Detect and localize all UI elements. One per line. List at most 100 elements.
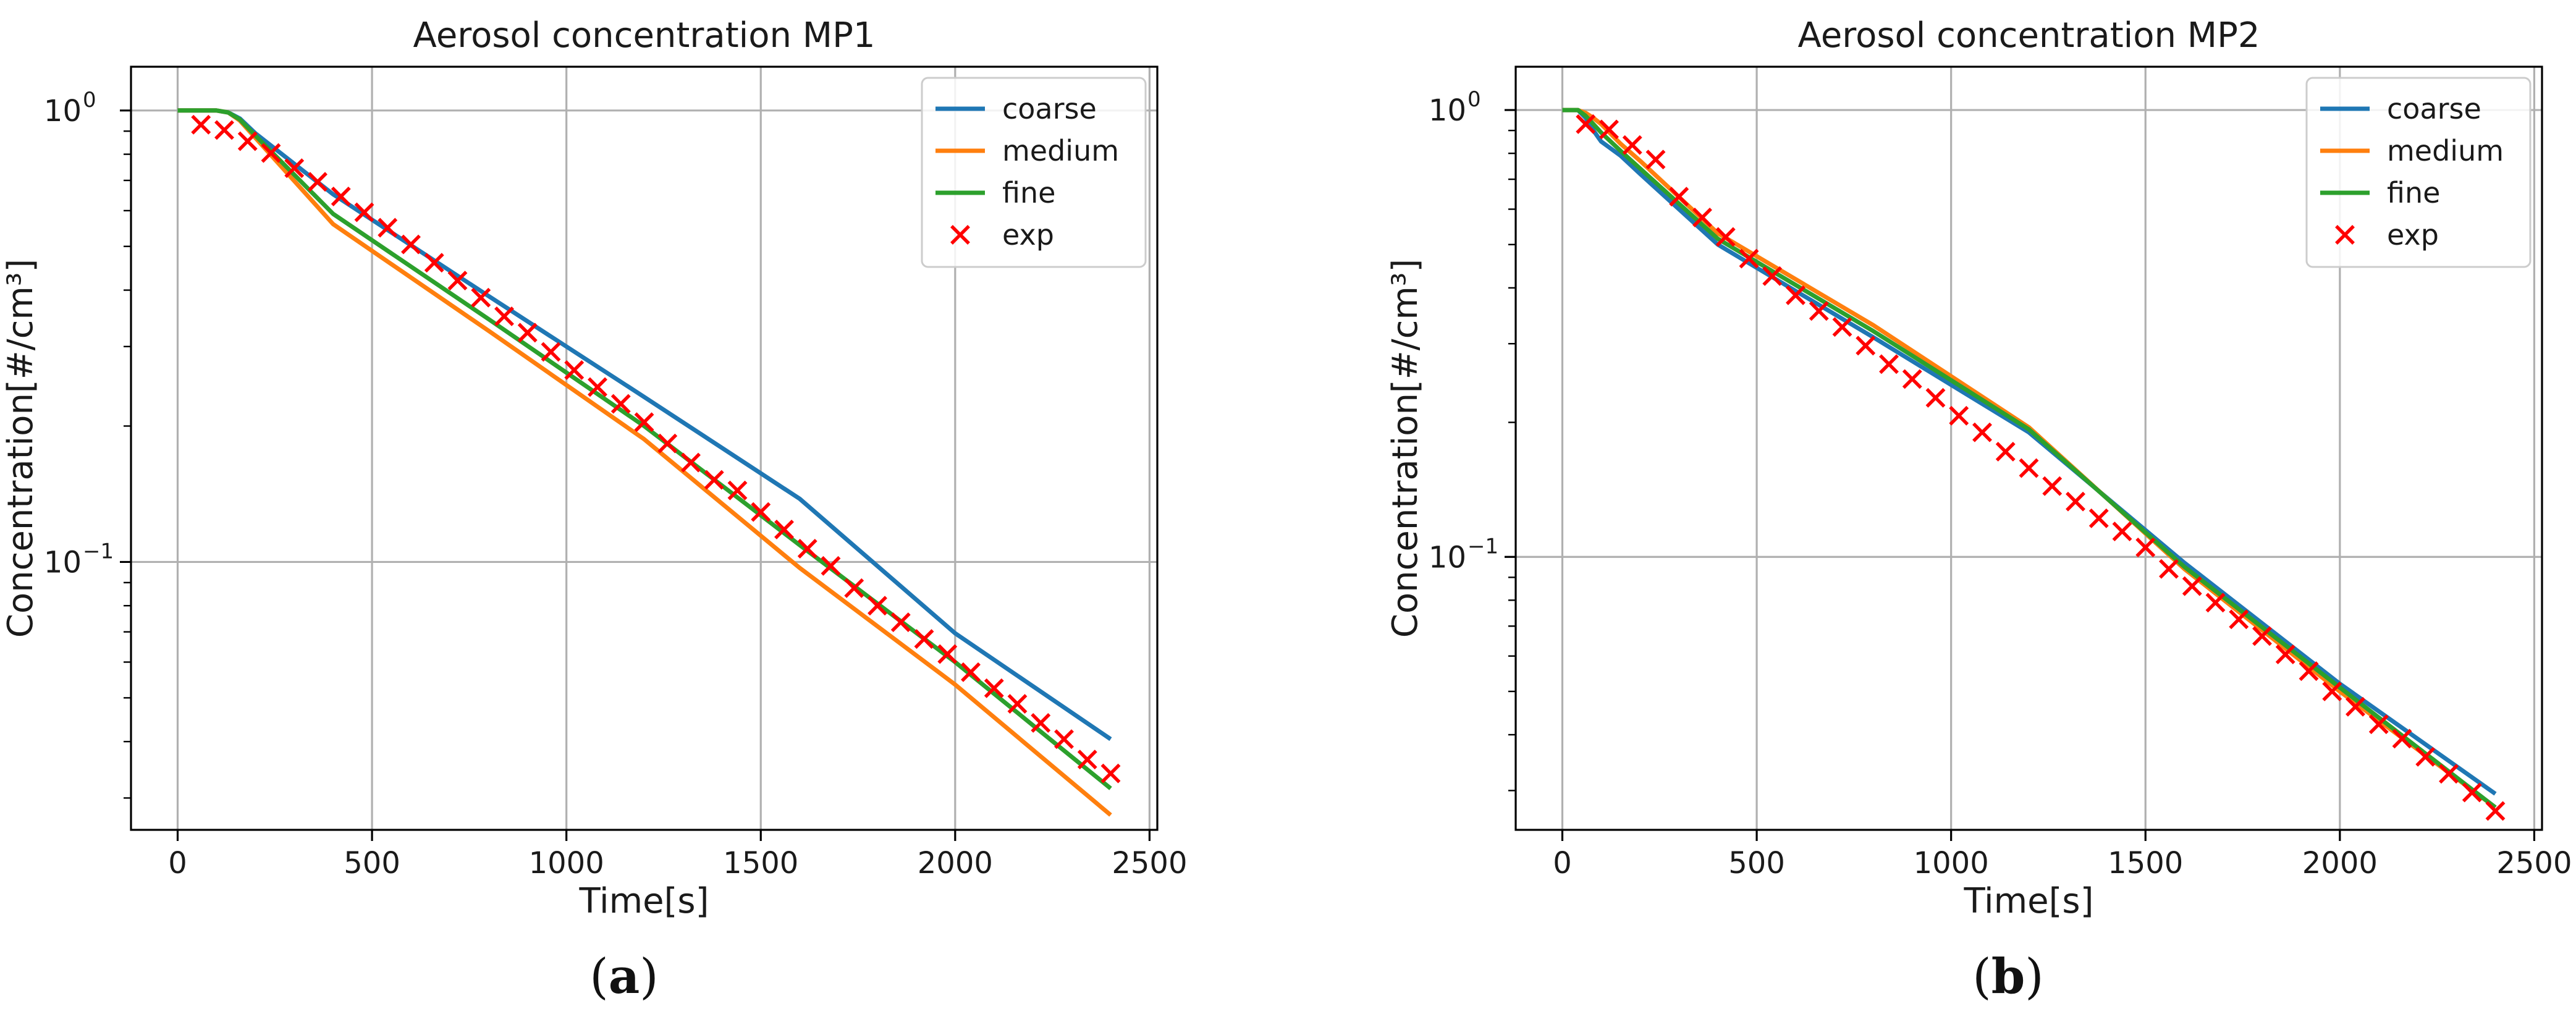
legend: coarse medium fine exp	[2305, 77, 2532, 268]
y-axis-label: Concentration[#/cm³]	[1385, 259, 1425, 638]
legend-label-fine: fine	[2387, 176, 2440, 209]
data-point-exp	[237, 131, 258, 151]
data-point-exp	[937, 644, 958, 664]
data-point-exp	[331, 186, 351, 206]
legend-frame	[921, 77, 1147, 268]
data-point-exp	[2392, 729, 2412, 749]
legend-label-coarse: coarse	[1002, 92, 1097, 125]
data-point-exp	[751, 502, 771, 522]
x-axis-label: Time[s]	[579, 881, 709, 921]
data-point-exp	[2299, 661, 2319, 682]
data-point-exp	[774, 519, 794, 539]
y-tick-label: 10	[44, 94, 82, 129]
x-tick-label: 2000	[2302, 846, 2378, 881]
data-point-exp	[2182, 576, 2202, 596]
legend: coarse medium fine exp	[921, 77, 1147, 268]
plot-area	[177, 108, 1121, 817]
data-point-exp	[890, 612, 911, 633]
data-point-exp	[704, 470, 724, 490]
data-point-exp	[681, 452, 701, 473]
data-point-exp	[214, 120, 234, 140]
data-point-exp	[2042, 476, 2063, 496]
data-point-exp	[517, 323, 538, 343]
data-point-exp	[1879, 354, 1899, 374]
data-point-exp	[494, 306, 514, 326]
data-point-exp	[2275, 644, 2295, 665]
data-point-exp	[1576, 114, 1596, 134]
data-point-exp	[1925, 387, 1946, 408]
data-point-exp	[2135, 537, 2156, 557]
data-point-exp	[2322, 682, 2342, 701]
legend-label-coarse: coarse	[2387, 92, 2481, 125]
data-point-exp	[1669, 187, 1689, 207]
data-point-exp	[2066, 491, 2085, 512]
legend-swatch-exp	[950, 225, 970, 245]
data-point-exp	[984, 678, 1004, 698]
data-point-exp	[1762, 266, 1783, 286]
data-point-exp	[564, 360, 585, 380]
legend-label-medium: medium	[1002, 134, 1119, 167]
legend-label-exp: exp	[1002, 218, 1054, 251]
data-point-exp	[2205, 593, 2226, 613]
data-point-exp	[797, 539, 817, 559]
data-point-exp	[1622, 135, 1642, 155]
data-point-exp	[541, 342, 561, 362]
data-point-exp	[284, 158, 305, 179]
y-tick-label: 10	[1429, 93, 1466, 128]
data-point-exp	[961, 662, 981, 682]
data-point-exp	[2229, 609, 2249, 630]
data-point-exp	[1054, 729, 1074, 750]
data-point-exp	[2485, 801, 2506, 821]
data-point-exp	[634, 412, 654, 433]
data-point-exp	[1739, 248, 1759, 269]
data-point-exp	[2019, 458, 2039, 478]
y-tick-label: 10	[1429, 540, 1466, 575]
x-tick-label: 500	[344, 846, 400, 881]
data-point-exp	[471, 287, 491, 308]
data-point-exp	[1645, 150, 1666, 170]
data-point-exp	[1692, 207, 1712, 227]
x-tick-label: 0	[1553, 846, 1572, 881]
data-point-exp	[447, 271, 468, 291]
data-point-exp	[308, 172, 327, 192]
data-point-exp	[2088, 508, 2109, 528]
data-point-exp	[424, 253, 444, 273]
data-point-exp	[1031, 712, 1051, 733]
data-point-exp	[354, 202, 374, 222]
data-point-exp	[191, 114, 211, 135]
data-point-exp	[1077, 750, 1097, 770]
data-point-exp	[657, 433, 678, 454]
panel-label-b: (b)	[1972, 948, 2044, 1005]
chart-title: Aerosol concentration MP1	[413, 15, 876, 56]
y-tick-label-exponent: 0	[1467, 87, 1481, 112]
x-tick-label: 1000	[529, 846, 604, 881]
axes-frame	[130, 65, 1159, 831]
data-point-exp	[1832, 317, 1852, 337]
series-markers-exp	[191, 114, 1121, 784]
x-tick-label: 500	[1728, 846, 1785, 881]
data-point-exp	[1786, 285, 1805, 305]
data-point-exp	[610, 394, 631, 414]
y-axis-label: Concentration[#/cm³]	[1, 259, 41, 638]
data-point-exp	[1902, 369, 1922, 389]
data-point-exp	[1599, 119, 1619, 140]
data-point-exp	[2159, 559, 2179, 579]
plot-area	[1562, 108, 2506, 821]
x-tick-label: 1500	[2108, 846, 2183, 881]
y-tick-label-exponent: −1	[1467, 534, 1498, 559]
data-point-exp	[2112, 522, 2132, 542]
legend-label-medium: medium	[2387, 134, 2504, 167]
data-point-exp	[2252, 626, 2272, 646]
data-point-exp	[1972, 422, 1992, 442]
data-point-exp	[868, 596, 887, 616]
data-point-exp	[401, 234, 421, 255]
data-point-exp	[588, 377, 607, 397]
series-markers-exp	[1576, 114, 2506, 821]
x-tick-label: 1500	[723, 846, 798, 881]
series-line-fine	[1562, 108, 2497, 809]
data-point-exp	[1995, 441, 2016, 462]
axes-frame	[1514, 65, 2543, 831]
